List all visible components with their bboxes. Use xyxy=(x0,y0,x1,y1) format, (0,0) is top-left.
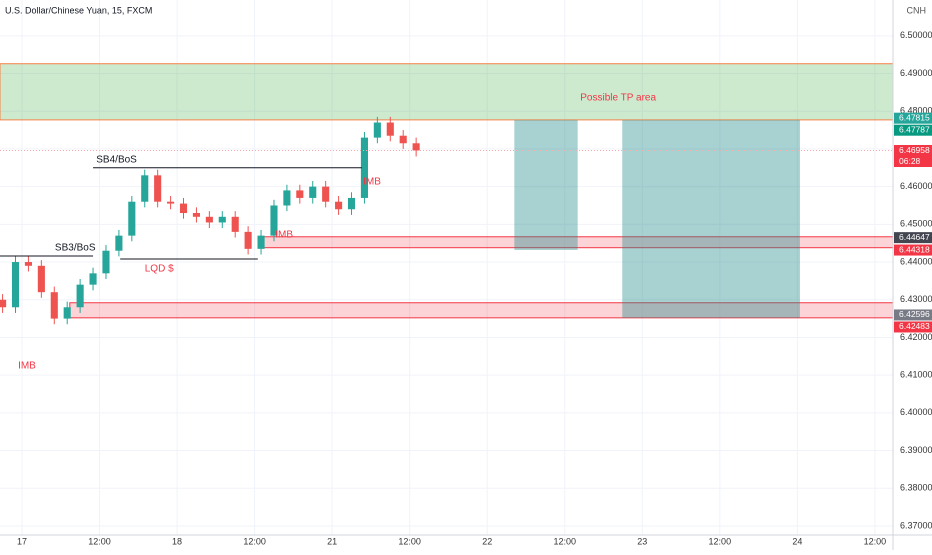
candle-body xyxy=(412,143,420,151)
x-tick-label: 17 xyxy=(17,536,27,546)
y-tick-label: 6.38000 xyxy=(900,483,932,493)
candle-body xyxy=(76,284,84,308)
price-badge xyxy=(894,124,932,136)
x-tick-label: 12:00 xyxy=(243,536,266,546)
candle-body xyxy=(24,262,32,266)
annotation: SB3/BoS xyxy=(55,242,96,253)
candle-body xyxy=(63,307,71,319)
price-axis xyxy=(893,0,932,550)
zone xyxy=(514,119,578,250)
candle-body xyxy=(296,190,304,198)
annotation: SB4/BoS xyxy=(96,154,137,165)
y-tick-label: 6.46000 xyxy=(900,181,932,191)
y-tick-label: 6.42000 xyxy=(900,332,932,342)
candle-body xyxy=(360,137,368,198)
y-tick-label: 6.45000 xyxy=(900,219,932,229)
x-tick-label: 12:00 xyxy=(553,536,576,546)
annotation: Possible TP area xyxy=(580,92,656,103)
candle-body xyxy=(115,235,123,251)
x-tick-label: 22 xyxy=(482,536,492,546)
chart-title: U.S. Dollar/Chinese Yuan, 15, FXCM xyxy=(5,5,152,15)
candle-body xyxy=(0,299,7,308)
price-badge-label: 6.47787 xyxy=(899,124,930,134)
candle-body xyxy=(257,235,265,249)
countdown-label: 06:28 xyxy=(899,156,921,166)
zone xyxy=(0,63,894,121)
candle-body xyxy=(179,203,188,214)
zone xyxy=(622,119,800,318)
price-badge xyxy=(894,112,932,124)
price-badge xyxy=(894,232,932,244)
candle-body xyxy=(102,250,110,274)
annotation: LQD $ xyxy=(145,263,174,274)
candle-body xyxy=(167,201,175,204)
x-tick-label: 12:00 xyxy=(88,536,111,546)
candle-body xyxy=(309,186,317,198)
annotation: IMB xyxy=(18,360,36,371)
candle-body xyxy=(373,122,381,138)
candle-body xyxy=(154,175,162,202)
x-tick-label: 18 xyxy=(172,536,182,546)
x-tick-label: 12:00 xyxy=(398,536,421,546)
candle-body xyxy=(347,197,356,210)
price-badge xyxy=(894,145,932,168)
y-tick-label: 6.40000 xyxy=(900,407,932,417)
currency-label: CNH xyxy=(907,5,927,15)
y-tick-label: 6.37000 xyxy=(900,520,932,530)
candle-body xyxy=(11,262,20,308)
candle-body xyxy=(270,205,278,236)
price-badge-label: 6.42596 xyxy=(899,309,930,319)
candle-body xyxy=(89,273,97,285)
x-tick-label: 21 xyxy=(327,536,337,546)
candle-body xyxy=(218,216,226,223)
price-badge xyxy=(894,321,932,333)
price-badge-label: 6.44647 xyxy=(899,232,930,242)
candle-body xyxy=(50,292,58,319)
y-tick-label: 6.39000 xyxy=(900,445,932,455)
candle-body xyxy=(37,265,45,293)
x-tick-label: 12:00 xyxy=(709,536,732,546)
price-badge-label: 6.44318 xyxy=(899,244,930,254)
y-tick-label: 6.43000 xyxy=(900,294,932,304)
candle-body xyxy=(141,175,149,202)
y-tick-label: 6.44000 xyxy=(900,256,932,266)
candle-body xyxy=(283,190,291,206)
annotation: IMB xyxy=(275,230,293,241)
candle-body xyxy=(399,135,407,144)
y-tick-label: 6.50000 xyxy=(900,30,932,40)
price-badge-label: 6.46958 xyxy=(899,145,930,155)
x-tick-label: 23 xyxy=(637,536,647,546)
candle-body xyxy=(335,201,343,210)
y-tick-label: 6.49000 xyxy=(900,68,932,78)
candle-body xyxy=(205,216,213,223)
candle-body xyxy=(244,231,252,249)
annotation: IMB xyxy=(363,176,381,187)
price-badge-label: 6.42483 xyxy=(899,321,930,331)
candle-body xyxy=(192,213,200,217)
candle-body xyxy=(231,216,239,232)
candle-body xyxy=(322,186,330,202)
y-tick-label: 6.41000 xyxy=(900,370,932,380)
price-badge xyxy=(894,244,932,256)
x-tick-label: 12:00 xyxy=(864,536,887,546)
candle-body xyxy=(128,201,136,236)
price-badge-label: 6.47815 xyxy=(899,112,930,122)
x-tick-label: 24 xyxy=(792,536,802,546)
price-badge xyxy=(894,309,932,321)
candle-body xyxy=(386,122,394,136)
y-tick-label: 6.48000 xyxy=(900,106,932,116)
